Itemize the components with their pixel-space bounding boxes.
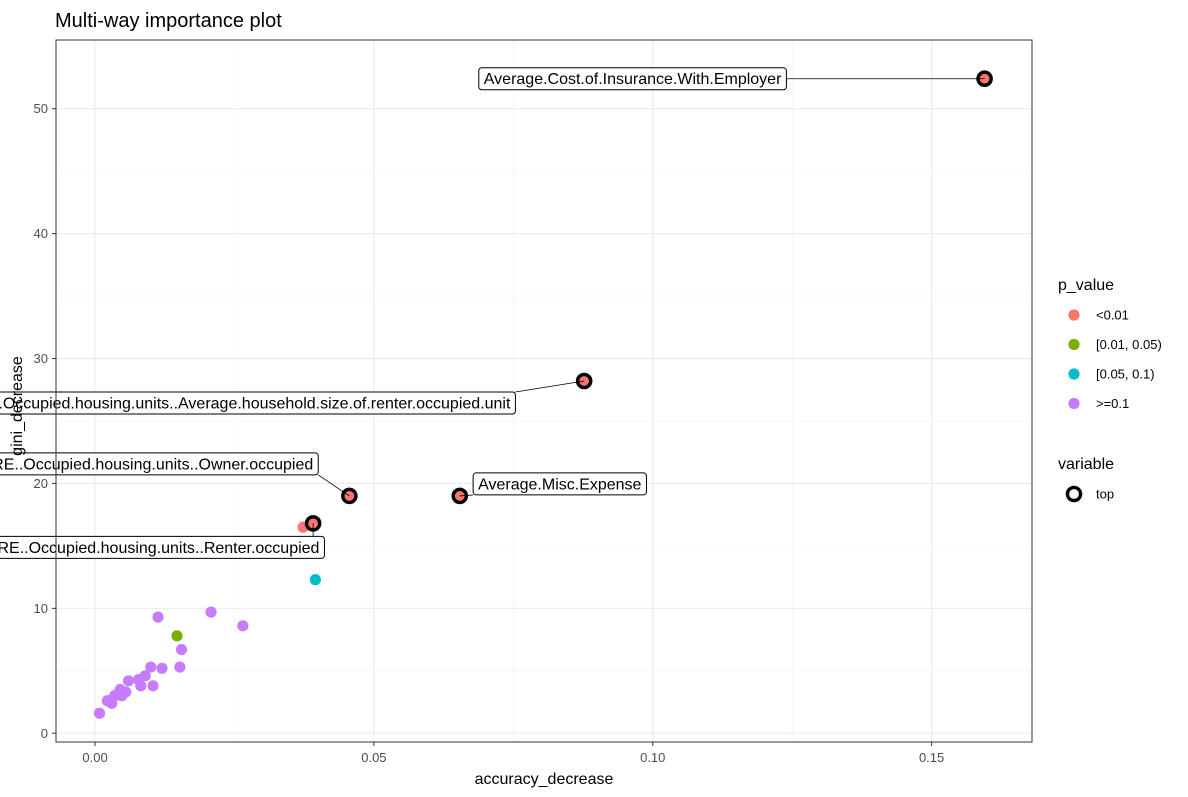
label-text: Percent..HOUSING.TENURE..Occupied.housin… (0, 540, 319, 557)
data-point (101, 695, 113, 707)
data-point (156, 662, 168, 674)
label-text: Average.Cost.of.Insurance.With.Employer (484, 71, 782, 88)
y-axis-title: gini_decrease (9, 356, 26, 456)
point-labels: Average.Cost.of.Insurance.With.Employer E… (0, 67, 985, 559)
x-tick-label: 0.05 (361, 750, 386, 765)
data-point (152, 611, 164, 623)
data-point (175, 643, 188, 656)
point-label: Estimate..HOUSING.TENURE..Occupied.housi… (0, 380, 585, 415)
legend-color-title: p_value (1058, 277, 1114, 294)
data-point (237, 620, 249, 632)
x-tick-label: 0.10 (640, 750, 665, 765)
legend-shape-key (1065, 485, 1083, 503)
legend-color-label: >=0.1 (1096, 396, 1129, 411)
label-leader-line (318, 474, 350, 497)
label-box (472, 472, 647, 496)
legend-shape-label: top (1096, 487, 1114, 502)
legend-color-key (1068, 309, 1080, 321)
y-tick-label: 30 (34, 351, 48, 366)
legend-color-label: <0.01 (1096, 308, 1129, 323)
legend: p_value variable <0.01 [0.01, 0.05) [0.05,… (1058, 277, 1162, 503)
axis-ticks: 0.00 0.05 0.10 0.15 0 10 20 30 40 50 (34, 101, 945, 765)
data-point (309, 574, 321, 586)
legend-color-key (1068, 338, 1080, 351)
label-leader-line (515, 380, 585, 393)
label-box (0, 391, 516, 415)
legend-color-key (1068, 397, 1080, 410)
point-label: Percent..HOUSING.TENURE..Occupied.housin… (0, 452, 350, 497)
label-box (0, 535, 325, 559)
point-label: Average.Cost.of.Insurance.With.Employer (478, 67, 985, 91)
label-text: Percent..HOUSING.TENURE..Occupied.housin… (0, 456, 313, 473)
data-point (122, 675, 135, 687)
data-point-top (575, 372, 593, 390)
y-tick-label: 50 (34, 101, 48, 116)
data-point (174, 661, 186, 673)
point-label: Percent..HOUSING.TENURE..Occupied.housin… (0, 523, 325, 559)
plot-panel-background (56, 40, 1032, 742)
data-point (145, 661, 157, 673)
y-tick-label: 40 (34, 226, 48, 241)
grid-lines (56, 40, 1032, 742)
legend-color-key (1068, 368, 1080, 380)
y-tick-label: 20 (34, 476, 48, 491)
point-label: Average.Misc.Expense (459, 472, 647, 497)
data-point (171, 630, 183, 642)
label-box (0, 452, 319, 476)
label-leader-line (459, 494, 474, 497)
plot-panel-border (55, 39, 1033, 743)
legend-color-label: [0.05, 0.1) (1096, 367, 1155, 382)
data-point (135, 680, 147, 692)
label-text: Average.Misc.Expense (478, 476, 641, 493)
data-point (93, 707, 106, 719)
y-tick-label: 10 (34, 601, 48, 616)
label-text: Estimate..HOUSING.TENURE..Occupied.housi… (0, 396, 511, 413)
x-tick-label: 0.00 (82, 750, 107, 765)
data-point (205, 606, 217, 618)
legend-shape-title: variable (1058, 456, 1114, 473)
x-tick-label: 0.15 (919, 750, 944, 765)
y-tick-label: 0 (41, 726, 48, 741)
chart-title: Multi-way importance plot (55, 10, 282, 32)
x-axis-title: accuracy_decrease (475, 771, 614, 788)
data-point (147, 680, 159, 692)
label-box (478, 67, 787, 91)
legend-color-label: [0.01, 0.05) (1096, 337, 1162, 352)
